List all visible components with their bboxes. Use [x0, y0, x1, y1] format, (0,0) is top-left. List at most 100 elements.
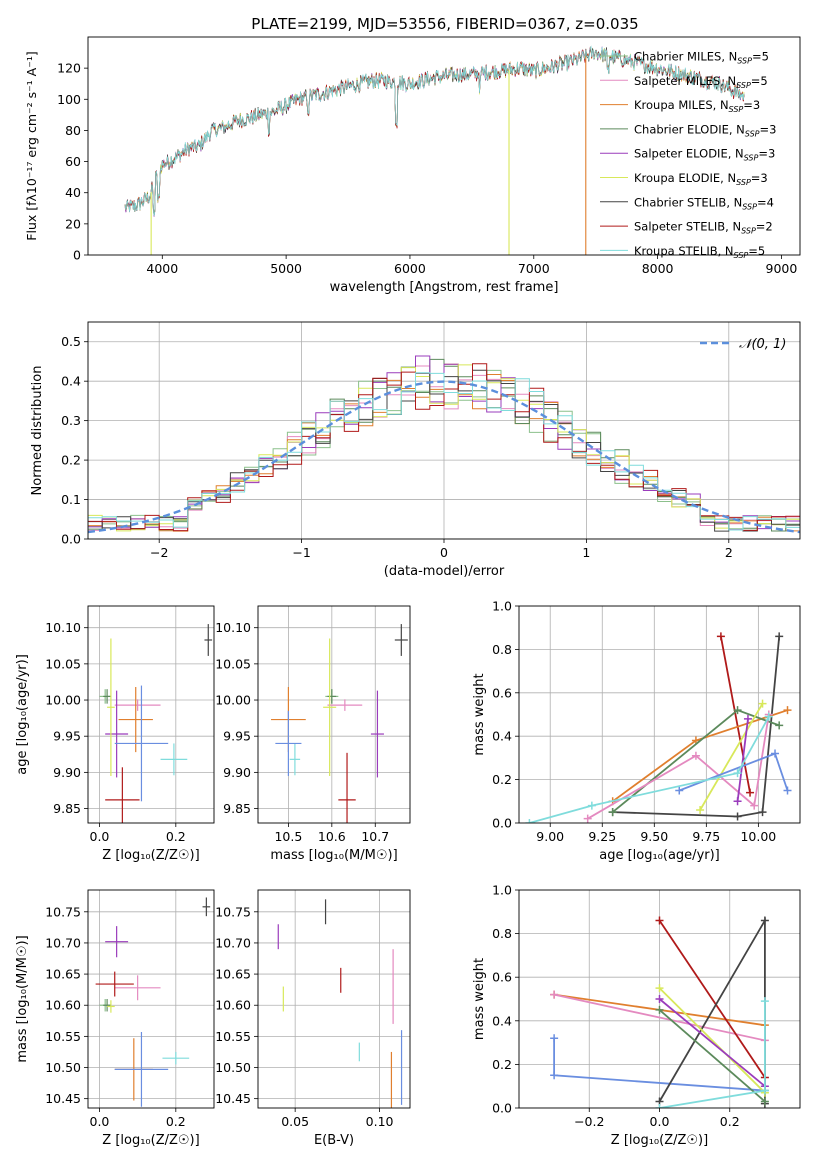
x-axis-label: mass [log₁₀(M/M☉)]: [270, 848, 397, 863]
x-tick-label: 0.10: [366, 1114, 394, 1129]
panel-weight_vs_Z: −0.2 0.0 0.2 0.0 0.2 0.4 0.6 0.8 1.0 Z [log₁₀(Z/Z…: [472, 883, 801, 1148]
weight-marker: [691, 751, 700, 760]
y-tick-label: 10.10: [45, 620, 81, 635]
weight-line: [658, 987, 766, 1094]
normal-curve: [88, 380, 800, 534]
weight-line: [612, 636, 781, 818]
x-tick-label: 0.2: [720, 1114, 740, 1129]
y-axis-label: mass weight: [472, 958, 487, 1040]
legend-tail: =5: [751, 74, 768, 88]
weight-marker: [655, 1104, 664, 1108]
x-tick-label: 0.0: [650, 1114, 670, 1129]
weight-marker: [764, 712, 773, 721]
y-tick-label: 10.05: [45, 656, 81, 671]
x-axis-label: Z [log₁₀(Z/Z☉)]: [102, 1133, 199, 1148]
y-tick-label: 10.10: [215, 620, 251, 635]
y-tick-label: 10.65: [215, 967, 251, 982]
weight-marker: [733, 769, 742, 778]
legend-tail: =2: [756, 220, 773, 234]
y-tick-label: 0.0: [492, 816, 512, 831]
y-tick-label: 10.45: [45, 1091, 81, 1106]
legend-text: Chabrier STELIB, N: [634, 195, 742, 209]
x-axis-label: Z [log₁₀(Z/Z☉)]: [611, 1133, 708, 1148]
weight-line: [658, 1009, 766, 1103]
y-axis-label: mass weight: [472, 673, 487, 755]
x-tick-label: 0.0: [90, 829, 110, 844]
y-tick-label: 0.8: [492, 642, 512, 657]
panel-mass_vs_ebv: 0.05 0.10 10.45 10.50 10.55 10.60 10.65 10.70 10…: [215, 889, 411, 1148]
y-tick-label: 80: [65, 123, 81, 138]
weight-line: [553, 993, 766, 1042]
y-tick-label: 0.0: [61, 532, 81, 547]
weight-marker: [733, 812, 742, 821]
y-tick-label: 120: [57, 61, 81, 76]
y-tick-label: 10.60: [45, 998, 81, 1013]
panel-age_vs_mass: 10.5 10.6 10.7 9.85 9.90 9.95 10.00 10.05 10.10 m…: [215, 605, 411, 863]
weight-marker: [733, 797, 742, 806]
x-tick-label: 0: [440, 545, 448, 560]
weight-marker: [587, 801, 596, 810]
y-axis-label: Normed distribution: [30, 366, 45, 496]
x-tick-label: 10.7: [361, 829, 389, 844]
x-tick-label: 10.00: [740, 829, 776, 844]
plot-area: [88, 322, 800, 539]
y-tick-label: 1.0: [492, 883, 512, 898]
y-axis-label: Flux [fλ10⁻¹⁷ erg cm⁻² s⁻¹ A⁻¹]: [24, 51, 39, 240]
y-tick-label: 10.75: [45, 904, 81, 919]
weight-marker: [655, 984, 664, 993]
legend-label: Salpeter STELIB, NSSP=2: [634, 220, 773, 236]
weight-marker: [760, 916, 769, 925]
weight-marker: [550, 1071, 559, 1080]
x-tick-label: 6000: [394, 261, 426, 276]
legend-label: Kroupa ELODIE, NSSP=3: [634, 171, 768, 187]
legend-text: Kroupa ELODIE, N: [634, 171, 736, 185]
weight-marker: [783, 706, 792, 715]
legend-label: Chabrier STELIB, NSSP=4: [634, 195, 774, 211]
weight-line: [699, 703, 764, 811]
weight-marker: [696, 805, 705, 814]
y-tick-label: 10.50: [45, 1060, 81, 1075]
weight-marker: [550, 1034, 559, 1043]
y-tick-label: 60: [65, 154, 81, 169]
legend-sub: SSP: [737, 57, 752, 66]
legend-tail: =3: [760, 122, 777, 136]
weight-marker: [655, 916, 664, 925]
plot-area: [519, 890, 800, 1108]
weight-marker: [655, 995, 664, 1003]
x-tick-label: 7000: [518, 261, 550, 276]
weight-marker: [758, 699, 767, 708]
legend-label: Salpeter MILES, NSSP=5: [634, 74, 768, 90]
weight-line: [658, 919, 766, 1079]
panel-mass_vs_Z: 0.0 0.2 10.45 10.50 10.55 10.60 10.65 10.70 10.7…: [15, 889, 215, 1148]
y-tick-label: 10.00: [45, 693, 81, 708]
x-axis-label: wavelength [Angstrom, rest frame]: [330, 280, 559, 295]
y-tick-label: 10.55: [215, 1029, 251, 1044]
y-tick-label: 0: [73, 248, 81, 263]
y-tick-label: 40: [65, 185, 81, 200]
x-tick-label: 10.6: [318, 829, 346, 844]
x-tick-label: 1: [582, 545, 590, 560]
spectrum-line: [124, 45, 745, 216]
weight-line: [736, 718, 749, 802]
axes-frame: [257, 605, 411, 824]
x-axis-label: Z [log₁₀(Z/Z☉)]: [102, 848, 199, 863]
x-axis-label: age [log₁₀(age/yr)]: [599, 848, 720, 863]
x-tick-label: 2: [725, 545, 733, 560]
y-tick-label: 20: [65, 216, 81, 231]
y-tick-label: 10.60: [215, 998, 251, 1013]
y-tick-label: 9.95: [223, 729, 251, 744]
x-tick-label: 5000: [270, 261, 302, 276]
y-tick-label: 0.4: [61, 374, 81, 389]
x-tick-label: 9.25: [588, 829, 616, 844]
y-tick-label: 9.85: [223, 801, 251, 816]
legend-sub: SSP: [729, 105, 744, 114]
weight-line: [720, 636, 751, 793]
plot-area: [258, 606, 410, 823]
legend-tail: =3: [743, 98, 760, 112]
x-tick-label: 9.00: [536, 829, 564, 844]
x-tick-label: 9.75: [692, 829, 720, 844]
y-tick-label: 0.0: [492, 1101, 512, 1116]
y-tick-label: 0.8: [492, 926, 512, 941]
x-tick-label: 8000: [642, 261, 674, 276]
y-tick-label: 10.70: [215, 935, 251, 950]
